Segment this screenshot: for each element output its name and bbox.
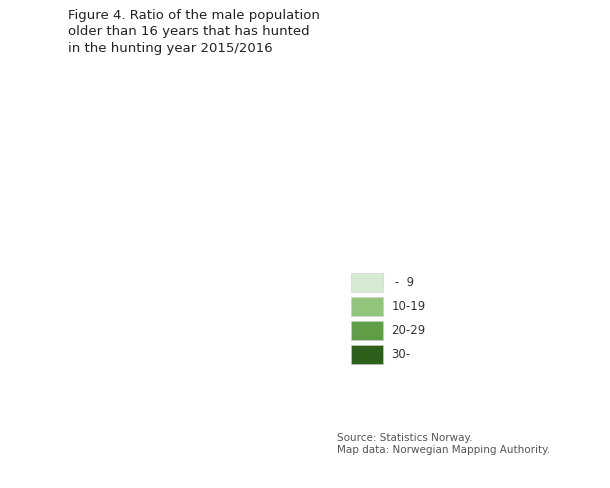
Text: -  9: - 9 [391, 276, 414, 289]
Text: Figure 4. Ratio of the male population
older than 16 years that has hunted
in th: Figure 4. Ratio of the male population o… [68, 9, 320, 55]
Text: 10-19: 10-19 [391, 300, 426, 313]
Bar [351, 321, 382, 340]
Bar [351, 345, 382, 364]
Bar [351, 297, 382, 316]
Text: 30-: 30- [391, 348, 411, 361]
Bar [351, 273, 382, 292]
Text: 20-29: 20-29 [391, 324, 426, 337]
Text: Source: Statistics Norway.
Map data: Norwegian Mapping Authority.: Source: Statistics Norway. Map data: Nor… [337, 433, 550, 455]
